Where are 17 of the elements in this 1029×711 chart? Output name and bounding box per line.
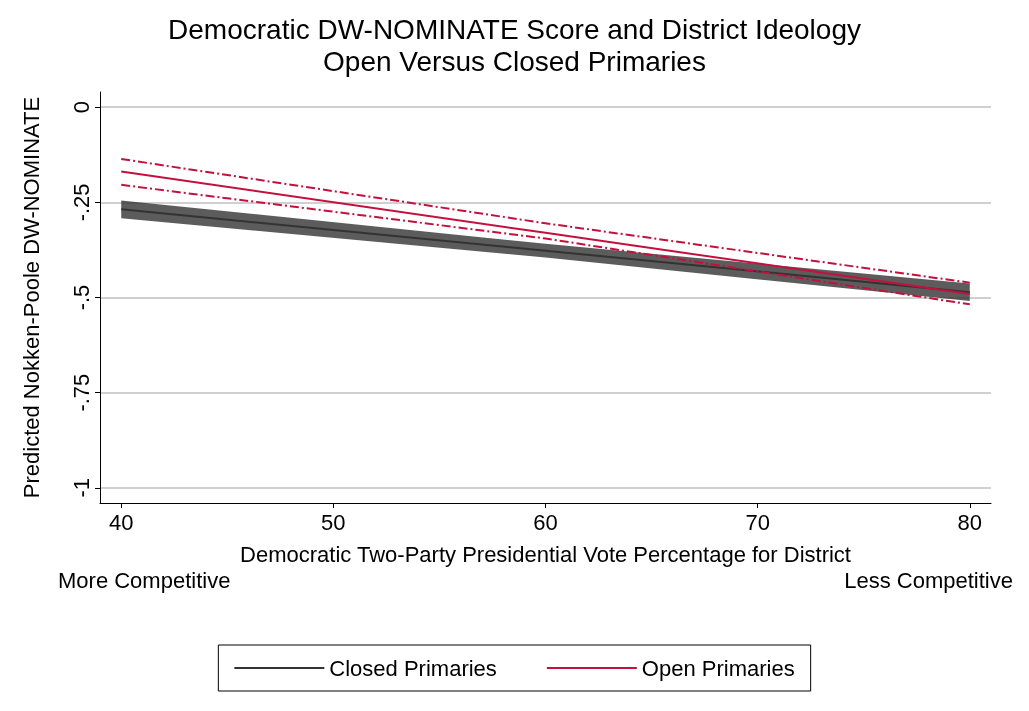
x-tick-label: 40: [108, 509, 134, 535]
x-tick-label: 60: [533, 509, 558, 535]
y-tick-label: 0: [68, 101, 94, 114]
y-tick-label: -.25: [68, 183, 94, 222]
x-tick-label: 80: [957, 509, 983, 535]
x-axis-title: Democratic Two-Party Presidential Vote Percentage for District: [240, 541, 851, 567]
text: More Competitive: [58, 567, 231, 593]
x-tick-label: 70: [745, 509, 770, 535]
legend-label: Open Primaries: [641, 655, 795, 681]
legend-label: Closed Primaries: [329, 655, 497, 681]
y-tick-label: -.75: [68, 373, 94, 412]
y-tick-label: -.5: [68, 284, 94, 311]
chart-title: Democratic DW-NOMINATE Score and District Ideology Open Versus Closed Primaries: [168, 13, 861, 77]
text: Less Competitive: [844, 567, 1013, 593]
x-tick-label: 50: [321, 509, 346, 535]
y-tick-label: -1: [68, 478, 94, 498]
y-axis-title: Predicted Nokken-Poole DW-NOMINATE: [18, 96, 44, 499]
